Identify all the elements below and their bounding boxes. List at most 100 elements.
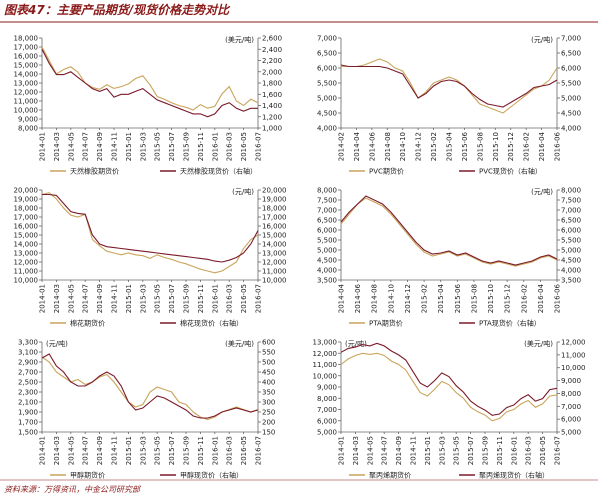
legend-label: 棉花期货价 bbox=[70, 319, 105, 328]
x-tick-label: 2015-09 bbox=[183, 132, 191, 161]
x-tick-label: 2015-10 bbox=[487, 284, 495, 313]
y-tick-label: 11,000 bbox=[14, 98, 39, 106]
y-tick-label: 6,500 bbox=[317, 217, 337, 225]
y2-tick-label: 6,500 bbox=[561, 50, 581, 58]
y2-tick-label: 6,000 bbox=[561, 65, 581, 73]
x-tick-label: 2014-12 bbox=[404, 284, 412, 313]
x-tick-label: 2015-03 bbox=[139, 436, 147, 465]
y2-tick-label: 18,000 bbox=[262, 205, 287, 213]
x-tick-label: 2014-03 bbox=[53, 284, 61, 313]
x-tick-label: 2014-07 bbox=[82, 284, 90, 313]
series-line bbox=[340, 195, 558, 266]
y-tick-label: 1,700 bbox=[18, 419, 38, 427]
y-tick-label: 6,000 bbox=[317, 417, 337, 425]
x-tick-label: 2015-05 bbox=[453, 436, 461, 465]
y-tick-label: 5,000 bbox=[317, 429, 337, 437]
y-axis-unit: (元/吨) bbox=[345, 339, 367, 348]
x-tick-label: 2014-05 bbox=[366, 436, 374, 465]
x-tick-label: 2015-11 bbox=[197, 284, 205, 313]
y2-tick-label: 300 bbox=[262, 399, 275, 407]
x-tick-label: 2015-08 bbox=[470, 284, 478, 313]
x-tick-label: 2015-04 bbox=[446, 131, 454, 161]
y2-tick-label: 200 bbox=[262, 419, 275, 427]
y2-axis-unit: (元/吨) bbox=[531, 35, 553, 44]
x-tick-label: 2015-10 bbox=[492, 132, 500, 161]
y2-tick-label: 5,000 bbox=[561, 95, 581, 103]
y2-tick-label: 3,500 bbox=[561, 277, 581, 285]
series-line bbox=[41, 192, 259, 274]
y2-tick-label: 250 bbox=[262, 409, 275, 417]
y-tick-label: 6,000 bbox=[317, 65, 337, 73]
x-tick-label: 2016-07 bbox=[255, 132, 263, 161]
x-tick-label: 2014-07 bbox=[82, 132, 90, 161]
x-tick-label: 2015-12 bbox=[507, 132, 515, 161]
x-tick-label: 2016-03 bbox=[226, 436, 234, 465]
y-tick-label: 7,000 bbox=[317, 35, 337, 43]
series-line bbox=[41, 46, 259, 111]
y2-tick-label: 6,000 bbox=[561, 416, 581, 424]
x-tick-label: 2016-02 bbox=[520, 284, 528, 313]
series-line bbox=[340, 352, 558, 422]
y2-tick-label: 1,800 bbox=[262, 80, 282, 88]
y2-tick-label: 2,400 bbox=[262, 46, 282, 54]
y2-tick-label: 8,000 bbox=[561, 187, 581, 195]
x-tick-label: 2014-08 bbox=[371, 284, 379, 313]
y-tick-label: 9,000 bbox=[18, 116, 38, 124]
y-tick-label: 4,000 bbox=[317, 125, 337, 133]
y-tick-label: 1,500 bbox=[18, 429, 38, 437]
y-tick-label: 14,000 bbox=[14, 71, 39, 79]
x-tick-label: 2016-01 bbox=[211, 132, 219, 161]
series-line bbox=[340, 197, 558, 267]
x-tick-label: 2015-01 bbox=[125, 284, 133, 313]
y2-tick-label: 10,000 bbox=[561, 364, 586, 372]
y-tick-label: 13,000 bbox=[14, 250, 39, 258]
x-tick-label: 2015-03 bbox=[139, 284, 147, 313]
y2-tick-label: 4,000 bbox=[561, 125, 581, 133]
y-tick-label: 2,700 bbox=[18, 369, 38, 377]
y-tick-label: 3,500 bbox=[317, 277, 337, 285]
x-tick-label: 2014-01 bbox=[338, 436, 346, 465]
x-tick-label: 2015-04 bbox=[437, 283, 445, 313]
x-tick-label: 2015-03 bbox=[139, 132, 147, 161]
x-tick-label: 2016-02 bbox=[523, 132, 531, 161]
y-tick-label: 9,000 bbox=[317, 384, 337, 392]
y-tick-label: 2,100 bbox=[18, 399, 38, 407]
x-tick-label: 2015-01 bbox=[424, 436, 432, 465]
series-line bbox=[341, 58, 558, 114]
y2-tick-label: 4,500 bbox=[561, 257, 581, 265]
y-tick-label: 14,000 bbox=[14, 241, 39, 249]
y2-tick-label: 12,000 bbox=[262, 259, 287, 267]
y2-tick-label: 5,500 bbox=[561, 80, 581, 88]
x-tick-label: 2016-01 bbox=[510, 436, 518, 465]
x-tick-label: 2014-11 bbox=[111, 132, 119, 161]
x-tick-label: 2015-11 bbox=[496, 436, 504, 465]
y2-axis-unit: (元/吨) bbox=[232, 187, 254, 196]
x-tick-label: 2015-07 bbox=[467, 436, 475, 465]
y-tick-label: 10,000 bbox=[14, 277, 39, 285]
x-tick-label: 2014-10 bbox=[399, 132, 407, 161]
y2-tick-label: 12,000 bbox=[561, 339, 586, 347]
y2-tick-label: 13,000 bbox=[262, 250, 287, 258]
y2-tick-label: 5,000 bbox=[561, 247, 581, 255]
y2-tick-label: 400 bbox=[262, 379, 275, 387]
y2-tick-label: 1,400 bbox=[262, 102, 282, 110]
y2-tick-label: 1,000 bbox=[262, 125, 282, 133]
x-tick-label: 2015-11 bbox=[197, 132, 205, 161]
x-tick-label: 2016-06 bbox=[554, 283, 562, 313]
x-tick-label: 2015-06 bbox=[461, 131, 469, 161]
x-tick-label: 2014-06 bbox=[368, 131, 376, 161]
y-tick-label: 8,000 bbox=[317, 187, 337, 195]
x-tick-label: 2014-12 bbox=[415, 132, 423, 161]
x-tick-label: 2016-03 bbox=[226, 132, 234, 161]
y2-tick-label: 11,000 bbox=[561, 351, 586, 359]
x-tick-label: 2015-02 bbox=[421, 284, 429, 313]
legend-label: 甲醇期货价 bbox=[70, 471, 105, 480]
y-tick-label: 17,000 bbox=[14, 214, 39, 222]
y-tick-label: 6,500 bbox=[317, 50, 337, 58]
y-tick-label: 7,000 bbox=[317, 207, 337, 215]
y-tick-label: 6,000 bbox=[317, 227, 337, 235]
x-tick-label: 2014-03 bbox=[53, 436, 61, 465]
x-tick-label: 2014-06 bbox=[354, 283, 362, 313]
legend-label: 聚丙烯现货价（右轴） bbox=[479, 471, 549, 480]
y-tick-label: 7,000 bbox=[317, 406, 337, 414]
